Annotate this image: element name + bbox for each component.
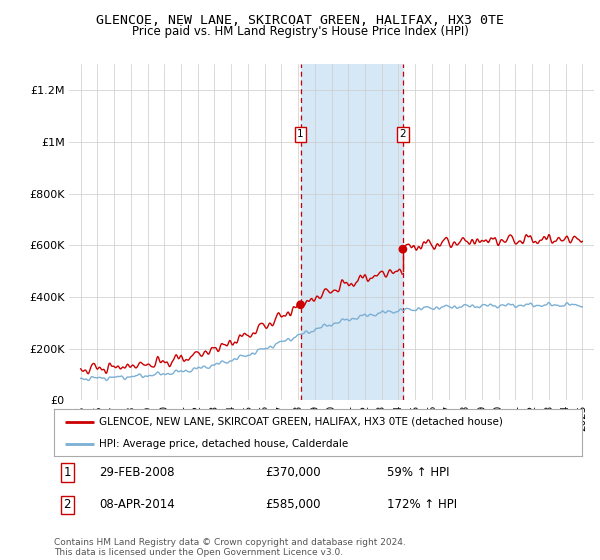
Text: £370,000: £370,000	[265, 466, 321, 479]
Text: 1: 1	[64, 466, 71, 479]
Text: Contains HM Land Registry data © Crown copyright and database right 2024.
This d: Contains HM Land Registry data © Crown c…	[54, 538, 406, 557]
Text: HPI: Average price, detached house, Calderdale: HPI: Average price, detached house, Cald…	[99, 438, 348, 449]
Point	[398, 245, 407, 254]
Bar	[301, 64, 403, 400]
Text: GLENCOE, NEW LANE, SKIRCOAT GREEN, HALIFAX, HX3 0TE: GLENCOE, NEW LANE, SKIRCOAT GREEN, HALIF…	[96, 14, 504, 27]
Text: Price paid vs. HM Land Registry's House Price Index (HPI): Price paid vs. HM Land Registry's House …	[131, 25, 469, 38]
Text: GLENCOE, NEW LANE, SKIRCOAT GREEN, HALIFAX, HX3 0TE (detached house): GLENCOE, NEW LANE, SKIRCOAT GREEN, HALIF…	[99, 417, 503, 427]
Text: 2: 2	[64, 498, 71, 511]
Text: 2: 2	[400, 129, 406, 139]
Text: 08-APR-2014: 08-APR-2014	[99, 498, 175, 511]
Text: £585,000: £585,000	[265, 498, 321, 511]
Point	[296, 300, 305, 309]
Text: 1: 1	[297, 129, 304, 139]
Text: 59% ↑ HPI: 59% ↑ HPI	[386, 466, 449, 479]
Text: 172% ↑ HPI: 172% ↑ HPI	[386, 498, 457, 511]
Text: 29-FEB-2008: 29-FEB-2008	[99, 466, 175, 479]
